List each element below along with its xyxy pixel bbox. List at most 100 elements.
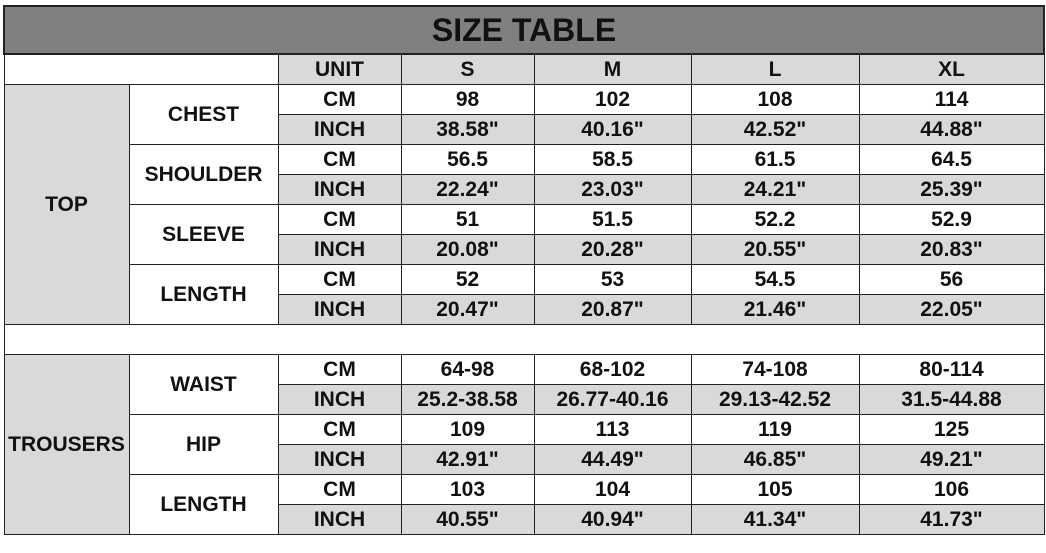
- unit-label: CM: [277, 204, 402, 235]
- value-cell: 40.55": [400, 504, 535, 535]
- value-cell: 21.46": [690, 294, 860, 325]
- header-size-xl: XL: [858, 53, 1045, 85]
- value-cell: 24.21": [690, 174, 860, 205]
- value-cell: 20.47": [400, 294, 535, 325]
- unit-label: CM: [277, 474, 402, 505]
- table-row: LENGTH CM 103 104 105 106: [4, 474, 1045, 535]
- measure-label: LENGTH: [128, 474, 279, 535]
- table-row: SLEEVE CM 51 51.5 52.2 52.9: [4, 204, 1045, 265]
- unit-label: CM: [277, 144, 402, 175]
- value-cell: 61.5: [690, 144, 860, 175]
- section-label: TOP: [3, 84, 130, 325]
- table-row: TOP CHEST CM 98 102 108 114: [3, 84, 1045, 325]
- measure-label: SHOULDER: [128, 144, 279, 205]
- unit-label: CM: [277, 414, 402, 445]
- value-cell: 31.5-44.88: [858, 384, 1045, 415]
- value-cell: 56: [858, 264, 1045, 295]
- measure-label: WAIST: [128, 354, 279, 415]
- unit-label: CM: [277, 354, 402, 385]
- value-cell: 105: [690, 474, 860, 505]
- value-cell: 42.52": [690, 114, 860, 145]
- table-title: SIZE TABLE: [2, 5, 1046, 55]
- measure-label: SLEEVE: [128, 204, 279, 265]
- value-cell: 42.91": [400, 444, 535, 475]
- table-row: INCH 20.08" 20.28" 20.55" 20.83": [4, 234, 1045, 265]
- value-cell: 98: [400, 84, 535, 115]
- size-table: SIZE TABLE UNIT S M L XL TOP CHEST CM 98 102…: [2, 5, 1046, 535]
- value-cell: 119: [690, 414, 860, 445]
- value-cell: 54.5: [690, 264, 860, 295]
- spacer-cell: [3, 324, 1045, 355]
- value-cell: 22.24": [400, 174, 535, 205]
- table-row: SHOULDER CM 56.5 58.5 61.5 64.5: [4, 144, 1045, 205]
- value-cell: 41.34": [690, 504, 860, 535]
- table-row: TROUSERS WAIST CM 64-98 68-102 74-108 80-114: [3, 354, 1045, 535]
- value-cell: 52: [400, 264, 535, 295]
- value-cell: 56.5: [400, 144, 535, 175]
- value-cell: 25.2-38.58: [400, 384, 535, 415]
- header-row: UNIT S M L XL: [3, 53, 1045, 85]
- value-cell: 25.39": [858, 174, 1045, 205]
- value-cell: 20.08": [400, 234, 535, 265]
- value-cell: 64.5: [858, 144, 1045, 175]
- value-cell: 26.77-40.16: [533, 384, 692, 415]
- value-cell: 80-114: [858, 354, 1045, 385]
- header-size-m: M: [533, 53, 692, 85]
- table-row: INCH 25.2-38.58 26.77-40.16 29.13-42.52 31.5…: [4, 384, 1045, 415]
- value-cell: 20.87": [533, 294, 692, 325]
- value-cell: 44.88": [858, 114, 1045, 145]
- table-row: INCH 38.58" 40.16" 42.52" 44.88": [4, 114, 1045, 145]
- value-cell: 20.83": [858, 234, 1045, 265]
- spacer-row: [3, 324, 1045, 355]
- value-cell: 38.58": [400, 114, 535, 145]
- value-cell: 106: [858, 474, 1045, 505]
- value-cell: 58.5: [533, 144, 692, 175]
- value-cell: 44.49": [533, 444, 692, 475]
- value-cell: 20.28": [533, 234, 692, 265]
- unit-label: INCH: [277, 444, 402, 475]
- value-cell: 23.03": [533, 174, 692, 205]
- unit-label: INCH: [277, 294, 402, 325]
- value-cell: 113: [533, 414, 692, 445]
- unit-label: INCH: [277, 384, 402, 415]
- value-cell: 46.85": [690, 444, 860, 475]
- unit-label: CM: [277, 84, 402, 115]
- unit-label: INCH: [277, 504, 402, 535]
- header-size-l: L: [690, 53, 860, 85]
- value-cell: 40.16": [533, 114, 692, 145]
- unit-label: INCH: [277, 234, 402, 265]
- section-label: TROUSERS: [3, 354, 130, 535]
- value-cell: 29.13-42.52: [690, 384, 860, 415]
- value-cell: 52.2: [690, 204, 860, 235]
- unit-label: INCH: [277, 174, 402, 205]
- header-blank: [3, 53, 279, 85]
- value-cell: 74-108: [690, 354, 860, 385]
- measure-label: HIP: [128, 414, 279, 475]
- value-cell: 108: [690, 84, 860, 115]
- value-cell: 41.73": [858, 504, 1045, 535]
- value-cell: 109: [400, 414, 535, 445]
- table-row: INCH 22.24" 23.03" 24.21" 25.39": [4, 174, 1045, 205]
- value-cell: 64-98: [400, 354, 535, 385]
- title-row: SIZE TABLE: [2, 5, 1046, 55]
- measure-label: CHEST: [128, 84, 279, 145]
- value-cell: 114: [858, 84, 1045, 115]
- table-row: INCH 20.47" 20.87" 21.46" 22.05": [4, 294, 1045, 325]
- measure-label: LENGTH: [128, 264, 279, 325]
- value-cell: 68-102: [533, 354, 692, 385]
- value-cell: 125: [858, 414, 1045, 445]
- header-size-s: S: [400, 53, 535, 85]
- value-cell: 20.55": [690, 234, 860, 265]
- unit-label: INCH: [277, 114, 402, 145]
- value-cell: 22.05": [858, 294, 1045, 325]
- value-cell: 52.9: [858, 204, 1045, 235]
- table-row: INCH 40.55" 40.94" 41.34" 41.73": [4, 504, 1045, 535]
- value-cell: 102: [533, 84, 692, 115]
- value-cell: 49.21": [858, 444, 1045, 475]
- table-row: HIP CM 109 113 119 125: [4, 414, 1045, 475]
- unit-label: CM: [277, 264, 402, 295]
- value-cell: 104: [533, 474, 692, 505]
- header-unit: UNIT: [277, 53, 402, 85]
- table-row: INCH 42.91" 44.49" 46.85" 49.21": [4, 444, 1045, 475]
- value-cell: 51: [400, 204, 535, 235]
